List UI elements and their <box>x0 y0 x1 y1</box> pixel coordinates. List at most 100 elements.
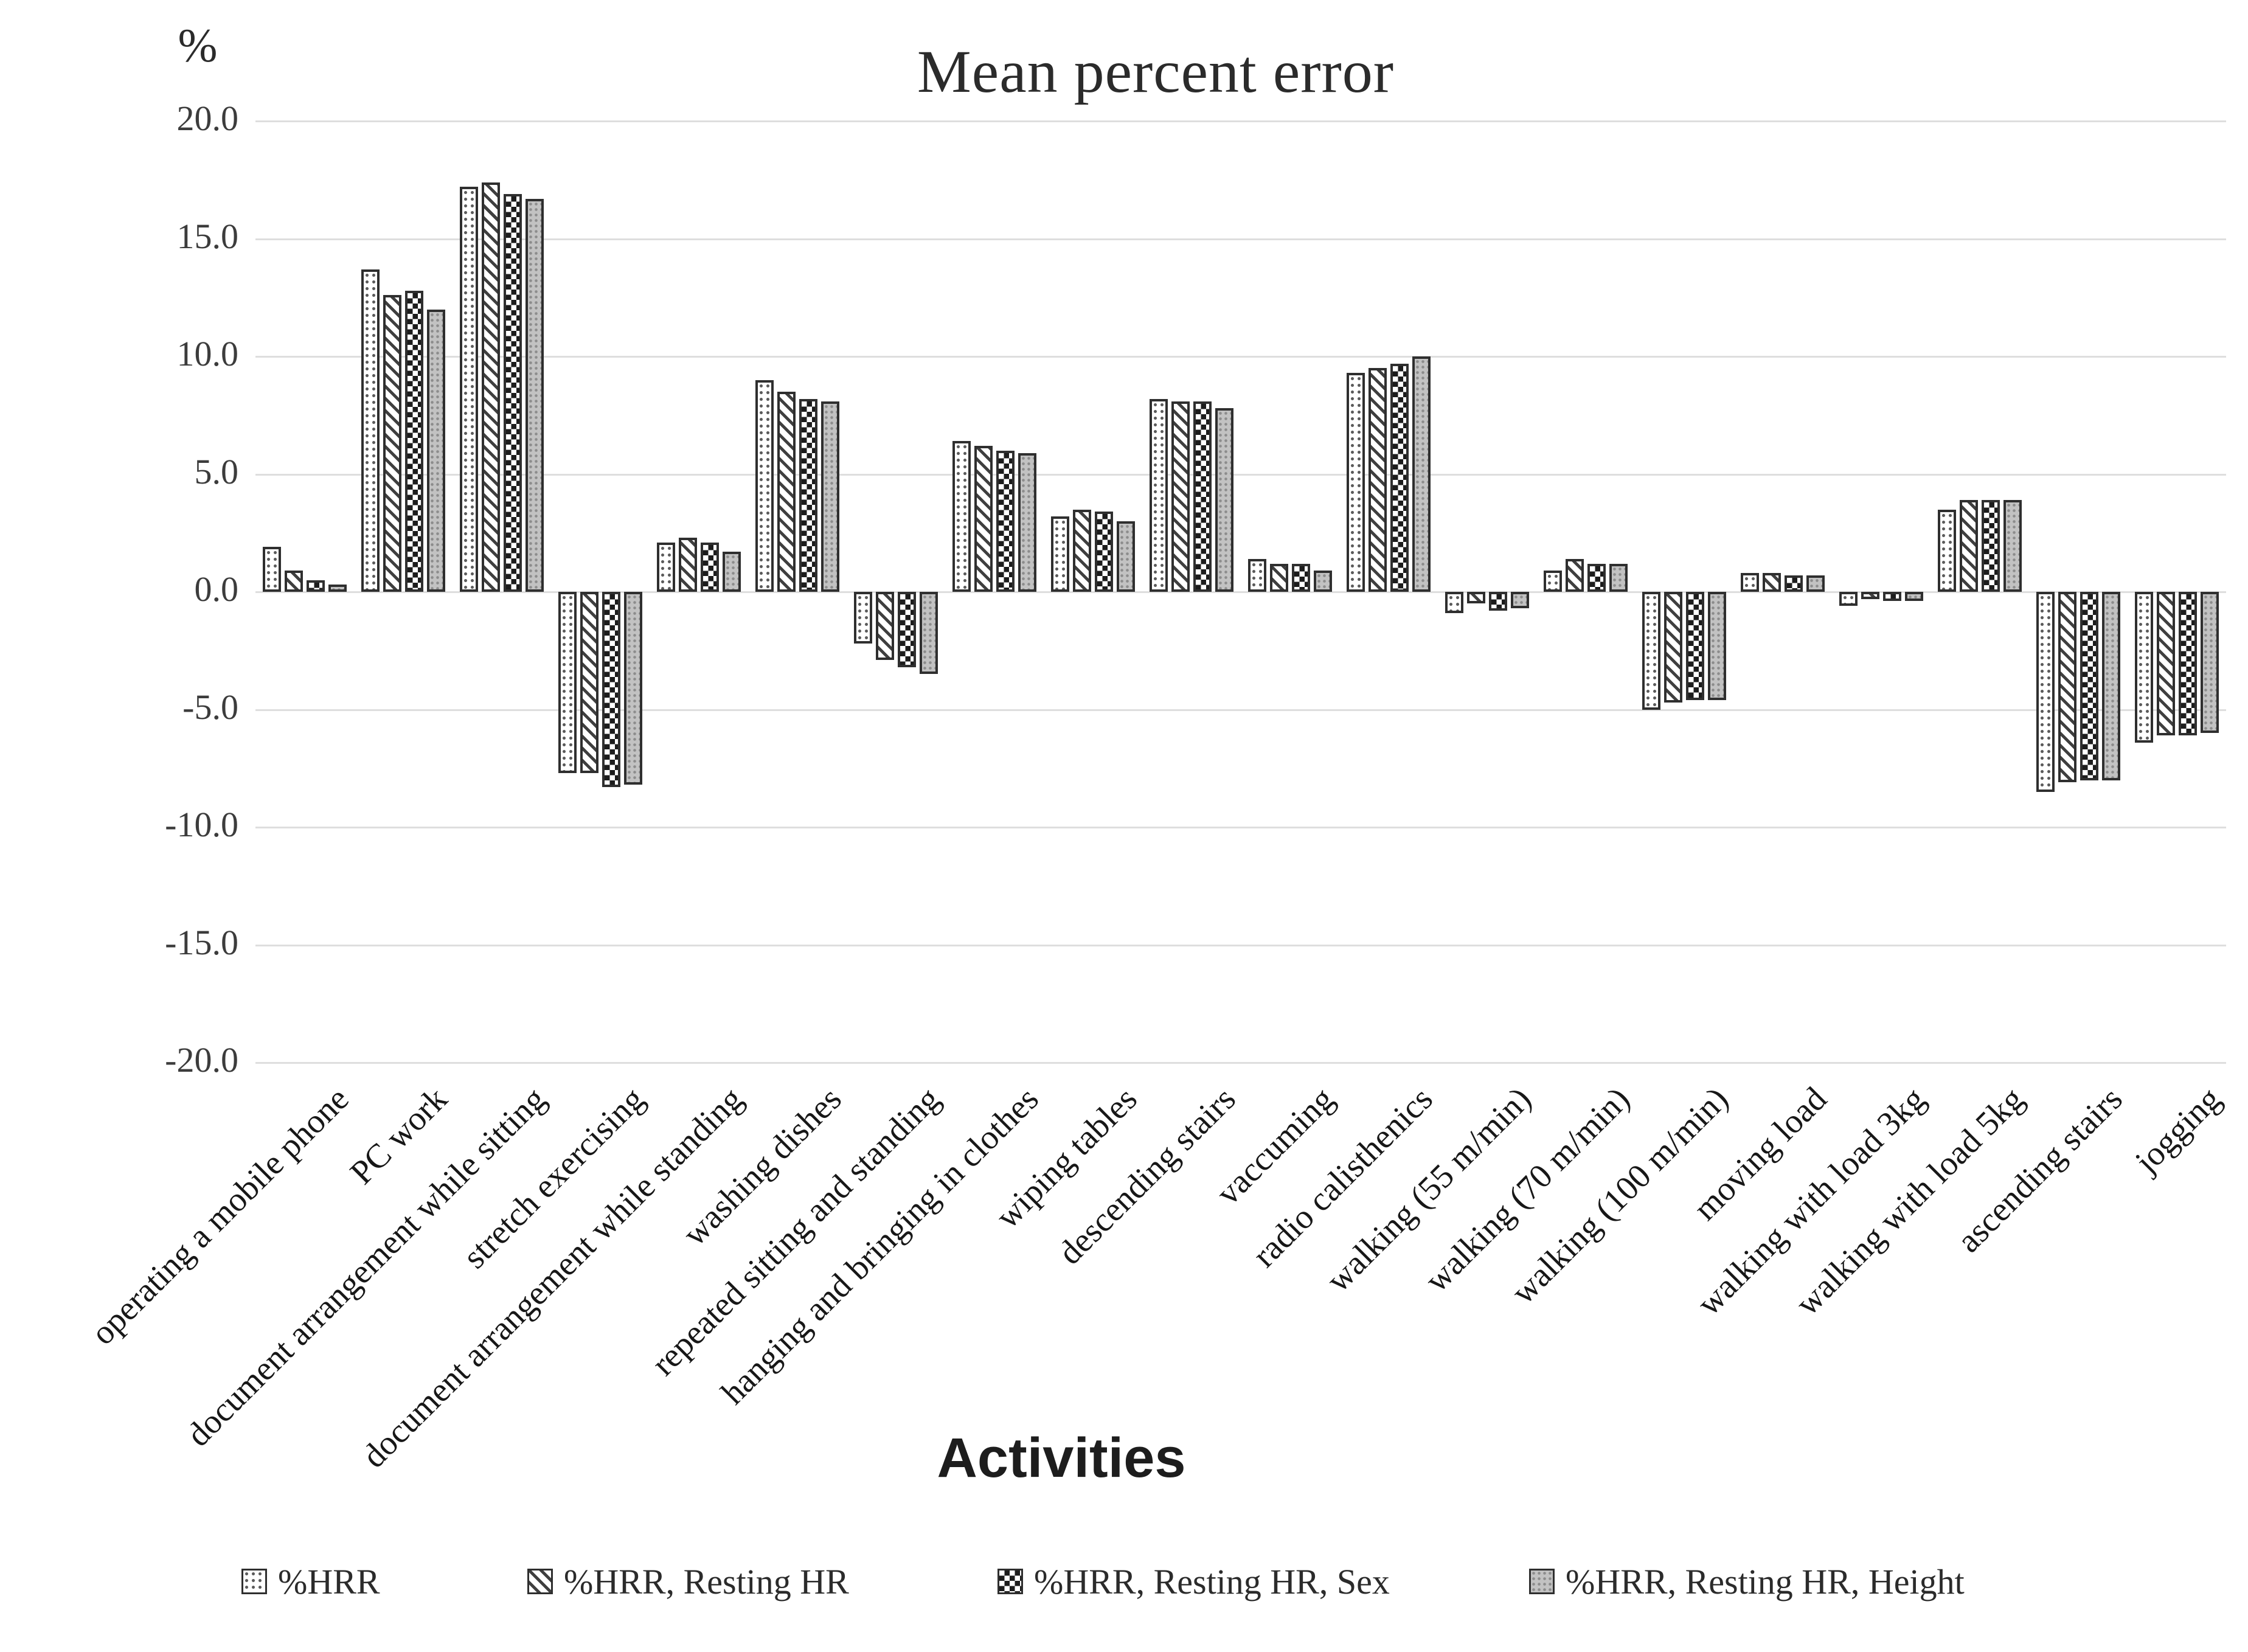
bar <box>263 547 281 592</box>
legend-swatch-icon <box>527 1569 553 1594</box>
bar <box>1960 500 1978 592</box>
bar <box>307 580 325 592</box>
bar <box>1150 398 1168 592</box>
y-tick-label: 20.0 <box>176 99 239 138</box>
bar <box>383 295 401 592</box>
plot-area <box>255 120 2226 1064</box>
legend-item: %HRR, Resting HR, Height <box>1529 1554 1965 1609</box>
gridline <box>255 120 2226 122</box>
y-tick-label: -15.0 <box>165 922 238 962</box>
bar <box>1467 592 1485 604</box>
bar <box>1051 516 1069 592</box>
bar <box>2036 592 2055 792</box>
bar <box>1390 363 1409 592</box>
bar <box>1861 592 1879 599</box>
bar <box>1664 592 1682 703</box>
bar <box>723 552 741 592</box>
legend-swatch-icon <box>1529 1569 1555 1594</box>
bar <box>1609 563 1628 592</box>
bar <box>1708 592 1726 701</box>
bar <box>1587 563 1606 592</box>
legend-label: %HRR, Resting HR, Sex <box>1034 1561 1390 1602</box>
legend-item: %HRR <box>241 1554 380 1609</box>
bar <box>1566 558 1584 592</box>
bar <box>876 592 894 661</box>
bar <box>504 193 522 592</box>
bar <box>1785 575 1803 592</box>
bar <box>1314 571 1332 592</box>
bar <box>405 290 423 592</box>
bar <box>1544 571 1562 592</box>
bar <box>1763 573 1781 592</box>
gridline <box>255 944 2226 946</box>
legend-label: %HRR, Resting HR, Height <box>1566 1561 1965 1602</box>
legend-item: %HRR, Resting HR, Sex <box>997 1554 1390 1609</box>
bar <box>1905 592 1923 602</box>
bar <box>558 592 577 773</box>
bar <box>1686 592 1704 701</box>
bar <box>361 269 380 592</box>
bar <box>526 198 544 592</box>
bar <box>1412 356 1431 592</box>
legend-label: %HRR <box>278 1561 380 1602</box>
legend-swatch-icon <box>241 1569 267 1594</box>
bar <box>602 592 620 788</box>
y-tick-label: 15.0 <box>176 216 239 256</box>
gridline <box>255 1062 2226 1064</box>
bar <box>996 450 1015 592</box>
bar <box>854 592 872 644</box>
bar <box>285 571 303 592</box>
bar <box>2003 500 2022 592</box>
y-tick-label: -10.0 <box>165 805 238 844</box>
y-tick-label: -5.0 <box>182 687 238 727</box>
bar <box>328 585 347 592</box>
bar <box>821 401 839 592</box>
x-axis-title: Activities <box>937 1427 1186 1489</box>
bar <box>1741 573 1759 592</box>
bar <box>657 542 675 592</box>
bar <box>482 182 500 592</box>
bar <box>2201 592 2219 734</box>
bar <box>1806 575 1825 592</box>
y-tick-label: 5.0 <box>194 451 239 491</box>
bar <box>1369 368 1387 592</box>
bar <box>1248 558 1266 592</box>
gridline <box>255 709 2226 711</box>
bar <box>1270 563 1288 592</box>
bar <box>1642 592 1660 710</box>
legend-item: %HRR, Resting HR <box>527 1554 849 1609</box>
gridline <box>255 356 2226 358</box>
legend-label: %HRR, Resting HR <box>564 1561 849 1602</box>
bar <box>1982 500 2000 592</box>
bar <box>1292 563 1310 592</box>
bar <box>1171 401 1190 592</box>
bar <box>1445 592 1463 613</box>
bar <box>755 380 774 592</box>
bar <box>1511 592 1529 609</box>
bar <box>920 592 938 675</box>
bar <box>2135 592 2153 743</box>
bar <box>1073 509 1091 592</box>
bar <box>460 187 478 592</box>
bar <box>580 592 598 773</box>
legend-swatch-icon <box>997 1569 1023 1594</box>
y-tick-label: 10.0 <box>176 334 239 373</box>
bar <box>1839 592 1858 606</box>
bar <box>799 398 817 592</box>
bar <box>1193 401 1212 592</box>
bar <box>1117 521 1135 592</box>
bar <box>1018 453 1036 592</box>
bar <box>1215 408 1233 592</box>
bar <box>1883 592 1901 602</box>
bar <box>974 446 993 592</box>
bar <box>1489 592 1507 611</box>
gridline <box>255 827 2226 828</box>
bar <box>427 309 445 592</box>
y-tick-label: 0.0 <box>194 569 239 609</box>
bar <box>952 441 971 592</box>
bar <box>2179 592 2197 736</box>
bar <box>2080 592 2098 780</box>
bar <box>777 392 796 592</box>
chart-title: Mean percent error <box>917 38 1395 105</box>
